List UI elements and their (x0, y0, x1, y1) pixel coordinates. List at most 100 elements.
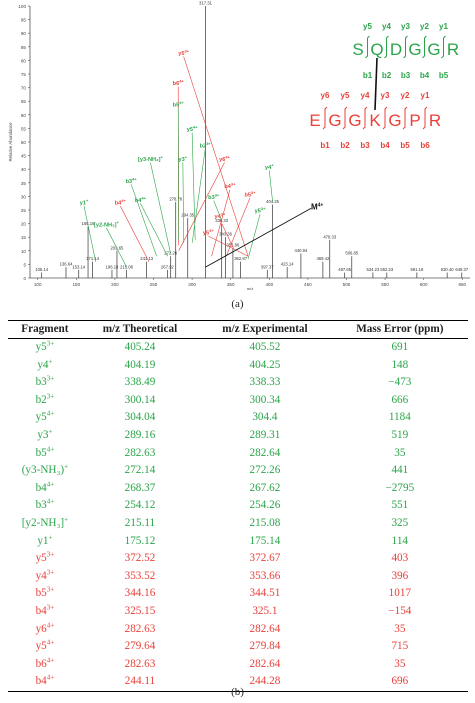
peak-label: 241.13 (140, 256, 153, 261)
mass-error-cell: 1017 (388, 587, 412, 600)
x-tick-label: 350 (227, 282, 235, 287)
y-tick-label: 10 (21, 249, 27, 254)
ion-annotation-label: b54+ (173, 100, 185, 109)
ion-charge: + (271, 163, 274, 168)
peptide-y-ion-label: y2 (420, 22, 429, 31)
figure-caption-a: (a) (231, 298, 244, 310)
ion-charge: 3+ (184, 48, 189, 53)
x-tick-label: 650 (458, 282, 466, 287)
peak-label: 649.37 (455, 267, 468, 272)
ion-charge: 4+ (179, 78, 184, 83)
table-row: y43+ 353.52 353.66 396 (8, 568, 468, 586)
mz-experimental-cell: 279.84 (249, 640, 281, 653)
ion-charge: + (116, 220, 119, 225)
ion-name: b4 (115, 201, 122, 207)
ion-annotation-label: b44+ (115, 198, 127, 207)
mass-error-cell: 325 (391, 516, 409, 529)
peptide-b-ion-label: b5 (400, 141, 410, 150)
fragment-cell: y53+ (8, 339, 82, 357)
peptide-cleavage-mark (362, 106, 368, 130)
mz-experimental-cell: 300.34 (249, 393, 281, 406)
peptide-residue: G (348, 111, 361, 130)
fragment-charge: 4+ (46, 409, 55, 418)
mz-theoretical-cell: 338.49 (124, 376, 156, 389)
ion-charge: 3+ (206, 141, 211, 146)
fragment-ion: y3 (37, 428, 49, 441)
peptide-b-ion-label: b5 (439, 71, 449, 80)
peptide-y-ion-label: y5 (363, 22, 372, 31)
peak-label: 272.26 (164, 251, 177, 256)
ion-annotation-label: b44+ (135, 195, 147, 204)
peptide-b-ion-label: b1 (363, 71, 373, 80)
fragment-cell: [y2-NH₃]+ (8, 515, 82, 533)
x-tick-label: 500 (343, 282, 351, 287)
table-row: b23+ 300.14 300.34 666 (8, 392, 468, 410)
fragment-charge: 4+ (46, 480, 55, 489)
peak-label: 397.37 (261, 264, 274, 269)
ion-charge: 3+ (209, 228, 214, 233)
peptide-y-ion-label: y4 (361, 91, 370, 100)
mz-experimental-cell: 304.4 (252, 411, 278, 424)
ion-name: y1 (80, 201, 86, 207)
ion-annotation-label: b53+ (244, 190, 256, 199)
fragment-charge: 4+ (46, 638, 55, 647)
mass-error-cell: 396 (391, 569, 409, 582)
ion-annotation-line (191, 132, 196, 240)
mass-error-cell: 551 (391, 499, 409, 512)
peak-label: 497.65 (338, 267, 351, 272)
fragment-ion: (y3-NH₃) (21, 464, 65, 477)
ion-annotation-line (150, 162, 171, 254)
y-tick-label: 60 (21, 113, 27, 118)
mass-error-cell: −154 (388, 604, 412, 617)
ion-name: y6 (219, 157, 225, 163)
mz-experimental-cell: 289.31 (249, 428, 281, 441)
ion-annotation-label: b23+ (200, 141, 212, 150)
x-tick-label: 400 (265, 282, 273, 287)
mz-theoretical-cell: 282.63 (124, 657, 156, 670)
mz-experimental-cell: 344.51 (249, 587, 281, 600)
fragment-charge: + (48, 427, 53, 436)
peptide-residue: D (390, 40, 402, 59)
peptide-cleavage-mark (342, 106, 348, 130)
ion-annotation-label: y1+ (80, 198, 89, 207)
ion-name: y5 (187, 127, 193, 133)
header-fragment: Fragment (8, 320, 82, 339)
peptide-residue: S (352, 40, 363, 59)
ion-annotation-label: b64+ (173, 78, 185, 87)
peak-label: 423.14 (281, 262, 294, 267)
mz-experimental-cell: 353.66 (249, 569, 281, 582)
fragment-charge: + (64, 462, 69, 471)
fragment-charge: 3+ (46, 550, 55, 559)
ion-annotation-label: y43+ (214, 212, 225, 221)
ion-charge: 3+ (261, 206, 266, 211)
mz-theoretical-cell: 254.12 (124, 499, 156, 512)
fragment-charge: 3+ (46, 339, 55, 348)
table-row: b64+ 282.63 282.64 35 (8, 656, 468, 674)
peptide-y-ion-label: y2 (401, 91, 410, 100)
mass-error-cell: 403 (391, 552, 409, 565)
fragment-charge: 3+ (46, 603, 55, 612)
fragment-ion: y1 (37, 534, 49, 547)
ion-annotation-line (213, 200, 223, 221)
ion-name: b6 (173, 81, 180, 87)
fragment-cell: (y3-NH₃)+ (8, 462, 82, 480)
ion-annotation-line (225, 197, 251, 257)
peptide-y-ion-label: y3 (381, 91, 390, 100)
mass-error-cell: 696 (331, 673, 468, 692)
precursor-arrow-line (205, 207, 312, 268)
precursor-name: M (311, 202, 318, 211)
peptide-b-ion-label: b2 (382, 71, 392, 80)
fragment-cell: b44+ (8, 480, 82, 498)
mz-experimental-cell: 282.64 (249, 657, 281, 670)
ion-annotation-label: y53+ (203, 228, 214, 237)
ion-annotation-line (83, 205, 96, 262)
ion-annotation-label: b34+ (126, 176, 138, 185)
ion-annotation-line (178, 162, 225, 251)
ion-charge: 4+ (193, 125, 198, 130)
y-tick-label: 45 (21, 154, 27, 159)
ion-annotation-line (130, 184, 157, 257)
peak-label: 478.33 (323, 234, 336, 239)
ion-annotation-label: b43+ (224, 182, 236, 191)
fragment-ion: b5 (35, 587, 47, 600)
peptide-y-ion-label: y1 (421, 91, 430, 100)
